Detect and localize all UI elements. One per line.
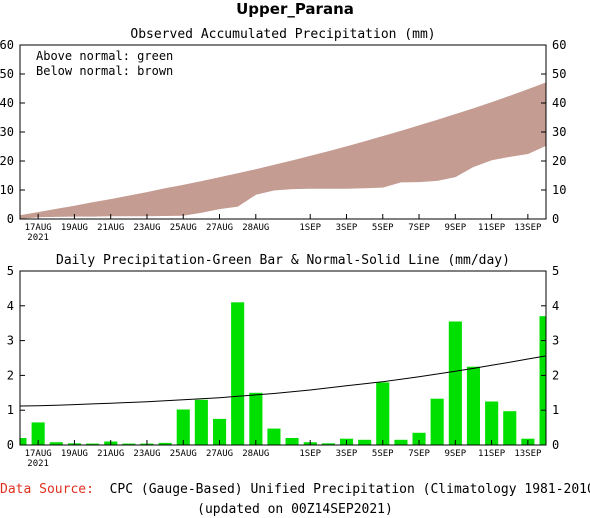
data-source-label: Data Source: xyxy=(0,482,94,497)
daily-precip-bar xyxy=(376,382,390,445)
x-tick-label: 28AUG xyxy=(242,223,269,233)
daily-precip-bar xyxy=(539,316,546,445)
y-tick-label-left: 60 xyxy=(0,38,14,52)
x-tick-label: 27AUG xyxy=(206,223,233,233)
x-tick-label: 13SEP xyxy=(514,449,542,459)
y-tick-label-left: 1 xyxy=(7,403,14,417)
data-source-line: Data Source: CPC (Gauge-Based) Unified P… xyxy=(0,482,590,497)
data-source-text: CPC (Gauge-Based) Unified Precipitation … xyxy=(109,482,590,497)
daily-precip-bar xyxy=(176,409,190,445)
x-tick-label: 5SEP xyxy=(372,449,394,459)
daily-precip-bar xyxy=(158,442,172,445)
x-tick-label: 5SEP xyxy=(372,223,394,233)
y-tick-label-right: 5 xyxy=(552,264,559,278)
y-tick-label-left: 20 xyxy=(0,154,14,168)
daily-precip-bar xyxy=(285,438,299,445)
daily-precip-bar xyxy=(485,401,499,445)
x-tick-label: 7SEP xyxy=(408,223,430,233)
daily-panel-title: Daily Precipitation-Green Bar & Normal-S… xyxy=(56,253,510,268)
y-tick-label-left: 3 xyxy=(7,334,14,348)
x-tick-label: 21AUG xyxy=(97,449,124,459)
y-tick-label-left: 0 xyxy=(7,212,14,226)
x-tick-label: 1SEP xyxy=(299,223,321,233)
x-tick-label: 21AUG xyxy=(97,223,124,233)
y-tick-label-right: 4 xyxy=(552,299,559,313)
y-tick-label-left: 30 xyxy=(0,125,14,139)
x-tick-label: 17AUG xyxy=(25,449,52,459)
y-tick-label-left: 40 xyxy=(0,96,14,110)
normal-accumulated-line xyxy=(19,82,547,217)
x-tick-year-label: 2021 xyxy=(27,459,49,469)
y-tick-label-left: 4 xyxy=(7,299,14,313)
x-tick-label: 25AUG xyxy=(170,223,197,233)
y-tick-label-right: 0 xyxy=(552,438,559,452)
x-tick-year-label: 2021 xyxy=(27,233,49,243)
chart-main-title: Upper_Parana xyxy=(236,0,354,18)
daily-precip-bar xyxy=(31,422,45,445)
y-tick-label-left: 50 xyxy=(0,67,14,81)
x-tick-label: 25AUG xyxy=(170,449,197,459)
plot-frame xyxy=(19,270,547,446)
x-tick-label: 1SEP xyxy=(299,449,321,459)
daily-precip-bar xyxy=(448,321,462,445)
y-tick-label-right: 40 xyxy=(552,96,566,110)
y-tick-label-right: 60 xyxy=(552,38,566,52)
x-tick-label: 19AUG xyxy=(61,449,88,459)
daily-precip-bar xyxy=(249,392,263,445)
x-tick-label: 9SEP xyxy=(444,449,466,459)
daily-precip-bar xyxy=(503,411,517,445)
y-tick-label-right: 3 xyxy=(552,334,559,348)
daily-precip-bar xyxy=(194,399,208,445)
x-tick-label: 11SEP xyxy=(478,449,506,459)
daily-precip-bar xyxy=(213,418,227,445)
daily-precip-bar xyxy=(321,443,335,445)
below-normal-deficit-area xyxy=(20,83,546,219)
observed-accumulated-line xyxy=(19,144,547,219)
x-tick-label: 3SEP xyxy=(336,449,358,459)
daily-precip-bar xyxy=(430,398,444,445)
y-tick-label-left: 5 xyxy=(7,264,14,278)
x-tick-label: 11SEP xyxy=(478,223,506,233)
accumulated-panel-title: Observed Accumulated Precipitation (mm) xyxy=(130,27,436,42)
y-tick-label-right: 0 xyxy=(552,212,559,226)
y-tick-label-right: 30 xyxy=(552,125,566,139)
daily-precip-bar xyxy=(412,432,426,445)
y-tick-label-left: 0 xyxy=(7,438,14,452)
x-tick-label: 23AUG xyxy=(133,223,160,233)
x-tick-label: 9SEP xyxy=(444,223,466,233)
y-tick-label-right: 2 xyxy=(552,368,559,382)
daily-precip-bar xyxy=(466,366,480,445)
legend-above-normal: Above normal: green xyxy=(36,49,174,63)
x-tick-label: 23AUG xyxy=(133,449,160,459)
y-tick-label-right: 10 xyxy=(552,183,566,197)
updated-timestamp: (updated on 00Z14SEP2021) xyxy=(197,502,393,517)
y-tick-label-right: 1 xyxy=(552,403,559,417)
x-tick-label: 19AUG xyxy=(61,223,88,233)
daily-precip-bar xyxy=(231,302,245,445)
y-tick-label-left: 2 xyxy=(7,368,14,382)
normal-daily-line xyxy=(19,355,547,407)
x-tick-label: 13SEP xyxy=(514,223,542,233)
legend-below-normal: Below normal: brown xyxy=(36,64,174,78)
daily-precip-bar xyxy=(358,439,372,445)
y-tick-label-right: 20 xyxy=(552,154,566,168)
x-tick-label: 17AUG xyxy=(25,223,52,233)
x-tick-label: 3SEP xyxy=(336,223,358,233)
daily-precip-bar xyxy=(49,442,63,445)
daily-precip-bar xyxy=(267,428,281,445)
daily-precip-bar xyxy=(122,443,136,445)
y-tick-label-right: 50 xyxy=(552,67,566,81)
daily-precip-bar xyxy=(20,438,27,445)
x-tick-label: 7SEP xyxy=(408,449,430,459)
x-tick-label: 28AUG xyxy=(242,449,269,459)
daily-precip-bar xyxy=(86,443,100,445)
daily-precip-bar xyxy=(394,439,408,445)
y-tick-label-left: 10 xyxy=(0,183,14,197)
x-tick-label: 27AUG xyxy=(206,449,233,459)
